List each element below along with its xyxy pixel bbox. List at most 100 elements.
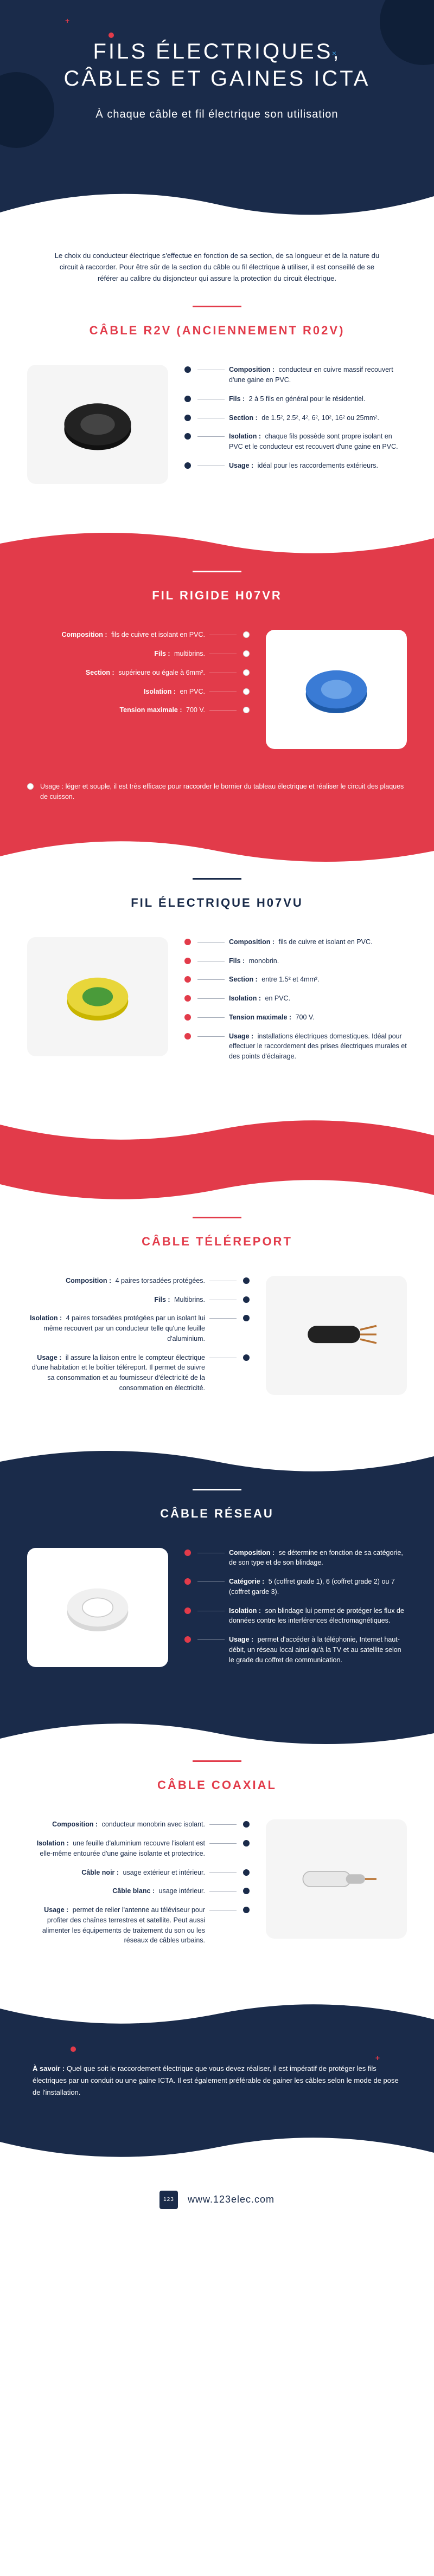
bullet-icon [243,1354,250,1361]
bullet-icon [243,631,250,638]
spec-row: Composition : conducteur monobrin avec i… [27,1819,250,1830]
spec-label: Composition : [229,1549,275,1557]
spec-text: Fils : 2 à 5 fils en général pour le rés… [229,394,407,404]
spec-row: Composition : fils de cuivre et isolant … [184,937,407,947]
usage-label: Usage : [40,783,63,790]
wave-divider-icon [0,829,434,873]
spec-row: Tension maximale : 700 V. [27,705,250,715]
spec-row: Fils : monobrin. [184,956,407,966]
spec-text: Usage : permet d'accéder à la téléphonie… [229,1635,407,1665]
divider-icon [193,1217,241,1218]
spec-label: Usage : [229,1636,253,1643]
spec-text: Catégorie : 5 (coffret grade 1), 6 (coff… [229,1577,407,1597]
connector-line-icon [197,1036,225,1037]
spec-label: Section : [229,414,258,422]
r2v-specs: Composition : conducteur en cuivre massi… [184,365,407,479]
spec-row: Fils : multibrins. [27,649,250,659]
reseau-image [27,1548,168,1667]
spec-label: Composition : [62,631,107,638]
connector-line-icon [209,1843,237,1844]
spec-label: Section : [229,976,258,983]
spec-value: permet d'accéder à la téléphonie, Intern… [229,1636,401,1664]
spec-label: Composition : [52,1820,98,1828]
spec-value: en PVC. [263,995,290,1002]
spec-label: Câble noir : [81,1869,119,1876]
spec-text: Câble noir : usage extérieur et intérieu… [27,1868,205,1878]
spec-label: Usage : [44,1906,68,1914]
section-telereport [0,1152,434,1168]
h07vr-title: FIL RIGIDE H07VR [0,589,434,603]
bullet-icon [184,415,191,421]
spec-text: Usage : permet de relier l'antenne au té… [27,1905,205,1946]
bullet-icon [184,396,191,402]
bullet-icon [243,1296,250,1303]
brand-url: www.123elec.com [188,2194,275,2205]
divider-icon [193,306,241,307]
spec-label: Isolation : [229,995,261,1002]
section-coaxial: CÂBLE COAXIAL Composition : conducteur m… [0,1755,434,1992]
usage-text: léger et souple, il est très efficace po… [40,783,404,800]
spec-label: Catégorie : [229,1578,264,1585]
spec-row: Isolation : en PVC. [27,687,250,697]
h07vu-specs: Composition : fils de cuivre et isolant … [184,937,407,1070]
spec-row: Isolation : 4 paires torsadées protégées… [27,1313,250,1344]
spec-value: idéal pour les raccordements extérieurs. [256,462,378,469]
spec-row: Composition : 4 paires torsadées protégé… [27,1276,250,1286]
spec-value: usage intérieur. [157,1887,205,1895]
spec-text: Composition : fils de cuivre et isolant … [27,630,205,640]
spec-row: Usage : idéal pour les raccordements ext… [184,461,407,471]
hero-title-line1: FILS ÉLECTRIQUES, [93,40,341,63]
spec-row: Usage : permet de relier l'antenne au té… [27,1905,250,1946]
connector-line-icon [209,1318,237,1319]
h07vu-image [27,937,168,1056]
spec-label: Usage : [229,462,253,469]
intro-text: Le choix du conducteur électrique s'effe… [54,250,380,284]
spec-row: Isolation : une feuille d'aluminium reco… [27,1838,250,1859]
spec-row: Section : supérieure ou égale à 6mm². [27,668,250,678]
spec-text: Isolation : 4 paires torsadées protégées… [27,1313,205,1344]
bullet-icon [243,707,250,713]
spec-value: 2 à 5 fils en général pour le résidentie… [247,395,365,403]
spec-text: Section : entre 1.5² et 4mm². [229,974,407,985]
spec-label: Section : [86,669,114,676]
telereport-title: CÂBLE TÉLÉREPORT [0,1235,434,1249]
spec-label: Isolation : [229,1607,261,1615]
section-h07vu: FIL ÉLECTRIQUE H07VU Composition : fils … [0,873,434,1108]
bullet-icon [243,1907,250,1913]
spec-row: Composition : fils de cuivre et isolant … [27,630,250,640]
wave-divider-icon [0,1712,434,1755]
spec-row: Isolation : en PVC. [184,993,407,1004]
spec-text: Fils : monobrin. [229,956,407,966]
intro: Le choix du conducteur électrique s'effe… [0,229,434,300]
spec-text: Section : de 1.5², 2.5², 4², 6², 10², 16… [229,413,407,423]
spec-label: Usage : [229,1032,253,1040]
bullet-icon [243,1869,250,1876]
wave-divider-icon [0,1168,434,1211]
spec-value: fils de cuivre et isolant en PVC. [110,631,205,638]
spec-value: fils de cuivre et isolant en PVC. [277,938,372,946]
spec-row: Usage : installations électriques domest… [184,1031,407,1062]
connector-line-icon [197,1581,225,1582]
section-r2v: CÂBLE R2V (ANCIENNEMENT R02V) Compositio… [0,300,434,522]
divider-icon [193,878,241,880]
hero: + × FILS ÉLECTRIQUES, CÂBLES ET GAINES I… [0,0,434,180]
spec-row: Câble blanc : usage intérieur. [27,1886,250,1896]
reseau-title: CÂBLE RÉSEAU [0,1507,434,1521]
bullet-icon [184,1014,191,1021]
spec-value: en PVC. [178,688,205,695]
footer-text: Quel que soit le raccordement électrique… [33,2064,399,2096]
bullet-icon [243,1315,250,1321]
spec-row: Composition : conducteur en cuivre massi… [184,365,407,385]
wave-divider-icon [0,1440,434,1483]
telereport-specs: Composition : 4 paires torsadées protégé… [27,1276,250,1402]
spec-value: installations électriques domestiques. I… [229,1032,407,1061]
bullet-icon [184,1550,191,1556]
spec-text: Isolation : en PVC. [27,687,205,697]
hero-title-line2: CÂBLES ET GAINES ICTA [64,67,371,91]
connector-line-icon [209,1824,237,1825]
spec-label: Isolation : [30,1314,62,1322]
bullet-icon [243,1840,250,1847]
spec-label: Isolation : [37,1839,69,1847]
spec-text: Isolation : chaque fils possède sont pro… [229,431,407,452]
wave-divider-icon [0,1992,434,2036]
